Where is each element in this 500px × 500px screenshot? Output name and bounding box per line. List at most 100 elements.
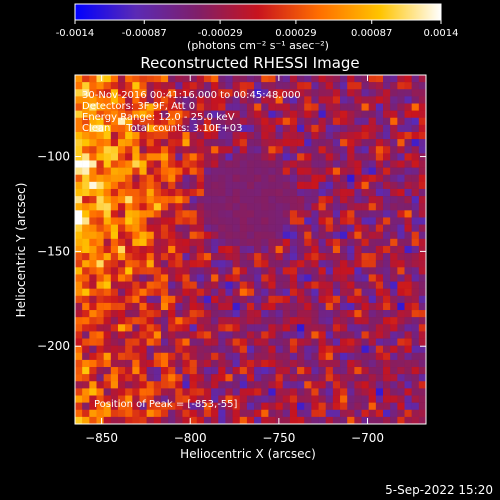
- heatmap-cell: [297, 124, 305, 133]
- heatmap-cell: [254, 374, 262, 382]
- heatmap-cell: [340, 245, 348, 254]
- heatmap-cell: [282, 82, 291, 90]
- heatmap-cell: [232, 409, 241, 418]
- heatmap-cell: [368, 409, 377, 418]
- heatmap-cell: [232, 281, 241, 289]
- heatmap-cell: [261, 245, 269, 254]
- heatmap-cell: [189, 345, 198, 354]
- heatmap-cell: [261, 331, 269, 339]
- heatmap-cell: [96, 317, 104, 325]
- heatmap-cell: [282, 274, 291, 282]
- heatmap-cell: [304, 281, 312, 289]
- heatmap-cell: [175, 274, 183, 282]
- heatmap-cell: [404, 167, 412, 176]
- heatmap-cell: [196, 210, 205, 218]
- heatmap-cell: [110, 395, 119, 403]
- heatmap-cell: [103, 117, 112, 126]
- heatmap-cell: [354, 103, 362, 111]
- heatmap-cell: [390, 295, 398, 304]
- heatmap-cell: [189, 117, 198, 126]
- heatmap-cell: [175, 253, 183, 261]
- heatmap-cell: [390, 160, 398, 168]
- heatmap-cell: [282, 103, 291, 111]
- heatmap-cell: [146, 267, 155, 275]
- heatmap-cell: [146, 146, 155, 154]
- heatmap-cell: [375, 188, 384, 197]
- heatmap-cell: [168, 267, 176, 275]
- heatmap-cell: [196, 367, 205, 375]
- heatmap-cell: [297, 338, 305, 346]
- heatmap-cell: [261, 167, 269, 176]
- heatmap-cell: [340, 238, 348, 247]
- heatmap-cell: [218, 302, 226, 311]
- heatmap-cell: [125, 238, 133, 247]
- heatmap-cell: [103, 359, 112, 368]
- heatmap-cell: [340, 288, 348, 297]
- heatmap-cell: [139, 110, 147, 119]
- heatmap-cell: [96, 288, 104, 297]
- heatmap-cell: [211, 96, 219, 104]
- heatmap-cell: [368, 310, 377, 318]
- heatmap-cell: [368, 416, 377, 424]
- heatmap-cell: [325, 75, 334, 83]
- heatmap-cell: [411, 416, 420, 424]
- heatmap-cell: [132, 167, 140, 176]
- heatmap-cell: [211, 409, 219, 418]
- heatmap-cell: [225, 331, 233, 339]
- heatmap-cell: [282, 288, 291, 297]
- heatmap-cell: [160, 274, 169, 282]
- heatmap-cell: [160, 352, 169, 361]
- heatmap-cell: [347, 352, 355, 361]
- heatmap-cell: [211, 103, 219, 111]
- heatmap-cell: [311, 89, 319, 97]
- heatmap-cell: [125, 395, 133, 403]
- heatmap-cell: [211, 388, 219, 396]
- heatmap-cell: [117, 245, 126, 254]
- heatmap-cell: [347, 345, 355, 354]
- heatmap-cell: [225, 295, 233, 304]
- heatmap-cell: [268, 103, 276, 111]
- heatmap-cell: [304, 245, 312, 254]
- heatmap-cell: [160, 82, 169, 90]
- heatmap-cell: [354, 203, 362, 211]
- heatmap-cell: [411, 274, 420, 282]
- heatmap-cell: [146, 96, 155, 104]
- heatmap-cell: [239, 288, 248, 297]
- heatmap-cell: [325, 395, 334, 403]
- heatmap-cell: [354, 139, 362, 147]
- heatmap-cell: [96, 96, 104, 104]
- heatmap-cell: [203, 139, 212, 147]
- heatmap-cell: [246, 338, 255, 346]
- heatmap-cell: [375, 331, 384, 339]
- heatmap-cell: [268, 416, 276, 424]
- heatmap-cell: [383, 188, 391, 197]
- heatmap-cell: [146, 231, 155, 240]
- heatmap-cell: [132, 367, 140, 375]
- heatmap-cell: [117, 231, 126, 240]
- heatmap-cell: [332, 224, 341, 232]
- heatmap-cell: [246, 188, 255, 197]
- heatmap-cell: [289, 139, 298, 147]
- heatmap-cell: [117, 281, 126, 289]
- heatmap-cell: [189, 196, 198, 204]
- heatmap-cell: [289, 110, 298, 119]
- heatmap-cell: [232, 82, 241, 90]
- heatmap-cell: [146, 260, 155, 268]
- heatmap-cell: [239, 395, 248, 403]
- heatmap-cell: [125, 82, 133, 90]
- heatmap-cell: [318, 203, 327, 211]
- heatmap-cell: [153, 317, 162, 325]
- heatmap-cell: [254, 395, 262, 403]
- heatmap-cell: [182, 267, 190, 275]
- heatmap-cell: [311, 260, 319, 268]
- heatmap-cell: [268, 295, 276, 304]
- heatmap-cell: [139, 402, 147, 411]
- heatmap-cell: [175, 75, 183, 83]
- heatmap-cell: [375, 367, 384, 375]
- heatmap-cell: [75, 160, 83, 168]
- heatmap-cell: [282, 124, 291, 133]
- heatmap-cell: [325, 324, 334, 332]
- heatmap-cell: [361, 131, 369, 140]
- heatmap-cell: [318, 210, 327, 218]
- heatmap-cell: [239, 188, 248, 197]
